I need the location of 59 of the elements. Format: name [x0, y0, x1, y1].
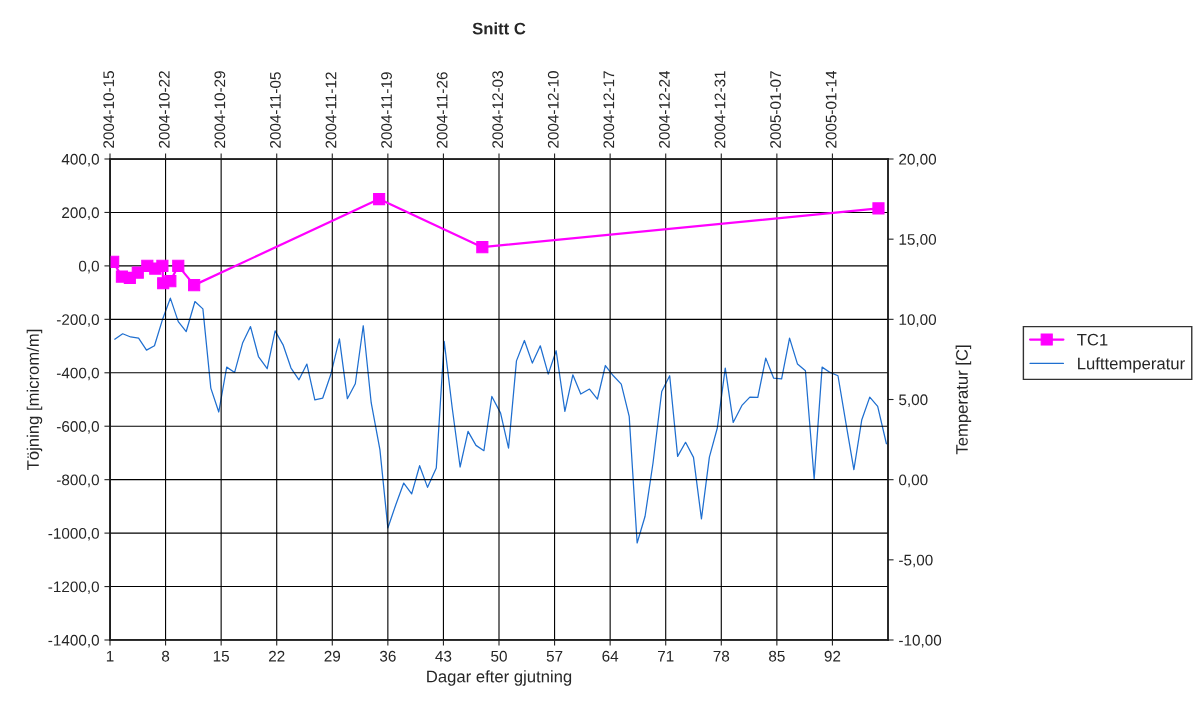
y-tick-label: -200,0: [56, 314, 99, 327]
y2-tick-label: 0,00: [899, 474, 928, 488]
x-tick-label: 1: [106, 650, 114, 662]
x2-tick-label: 2004-12-17: [603, 71, 615, 148]
y-tick-label: -400,0: [56, 367, 99, 381]
x-tick-label: 85: [769, 650, 785, 662]
point: [872, 202, 885, 215]
point: [172, 259, 185, 272]
x-tick-label: 57: [546, 650, 563, 662]
y-tick-label: 400,0: [61, 153, 99, 167]
x2-tick-label: 2004-10-15: [103, 71, 115, 148]
x2-tick-label: 2004-10-22: [158, 71, 170, 148]
y2-tick-label: 5,00: [899, 394, 928, 407]
y-tick-label: -800,0: [56, 474, 99, 488]
y2-tick-label: -5,00: [899, 554, 933, 568]
y2-tick-label: 10,00: [899, 314, 937, 327]
x2-tick-label: 2005-01-14: [825, 70, 837, 148]
point: [156, 259, 169, 272]
x2-tick-label: 2004-11-05: [270, 72, 281, 148]
chart-title: Snitt C: [472, 22, 526, 35]
y2-tick-label: 15,00: [899, 234, 937, 247]
point: [476, 241, 489, 254]
y2-axis-title: Temperatur [C]: [955, 345, 972, 455]
x2-tick-label: 2004-12-10: [547, 71, 559, 148]
x2-tick-label: 2004-12-24: [659, 70, 670, 148]
y-tick-label: 200,0: [62, 207, 99, 220]
x2-tick-label: 2005-01-07: [770, 71, 781, 148]
line-series: [114, 297, 888, 544]
x-tick-label: 22: [268, 650, 285, 662]
x2-tick-label: 2004-11-26: [436, 72, 448, 148]
x2-tick-label: 2004-10-29: [214, 71, 226, 148]
point: [373, 193, 386, 206]
x2-tick-label: 2004-11-19: [381, 72, 392, 148]
legend-label: TC1: [1077, 333, 1108, 346]
y-tick-label: -1000,0: [48, 527, 99, 541]
y2-tick-label: -10,00: [899, 634, 942, 648]
x2-tick-label: 2004-11-12: [325, 72, 337, 148]
x-tick-label: 64: [602, 650, 619, 662]
point: [164, 275, 177, 288]
x2-tick-label: 2004-12-31: [714, 71, 726, 148]
x-tick-label: 8: [161, 650, 170, 662]
x-axis-title: Dagar efter gjutning: [427, 670, 572, 686]
y-tick-label: -1400,0: [48, 634, 99, 648]
x-tick-label: 29: [324, 650, 341, 662]
x-tick-label: 15: [213, 650, 229, 662]
y-axis-title: Töjning [microm/m]: [26, 329, 43, 470]
y-tick-label: -1200,0: [48, 581, 99, 595]
x-tick-label: 36: [379, 650, 396, 662]
legend-label: Lufttemperatur: [1078, 357, 1185, 373]
point: [188, 279, 201, 292]
y-tick-label: -600,0: [56, 421, 99, 434]
y2-tick-label: 20,00: [899, 153, 937, 167]
x-tick-label: 71: [658, 650, 674, 662]
x-tick-label: 78: [713, 650, 730, 662]
x-tick-label: 92: [824, 650, 841, 662]
x-tick-label: 43: [435, 650, 452, 662]
x2-tick-label: 2004-12-03: [492, 71, 504, 148]
y-tick-label: 0,0: [78, 260, 99, 274]
x-tick-label: 50: [491, 650, 507, 662]
